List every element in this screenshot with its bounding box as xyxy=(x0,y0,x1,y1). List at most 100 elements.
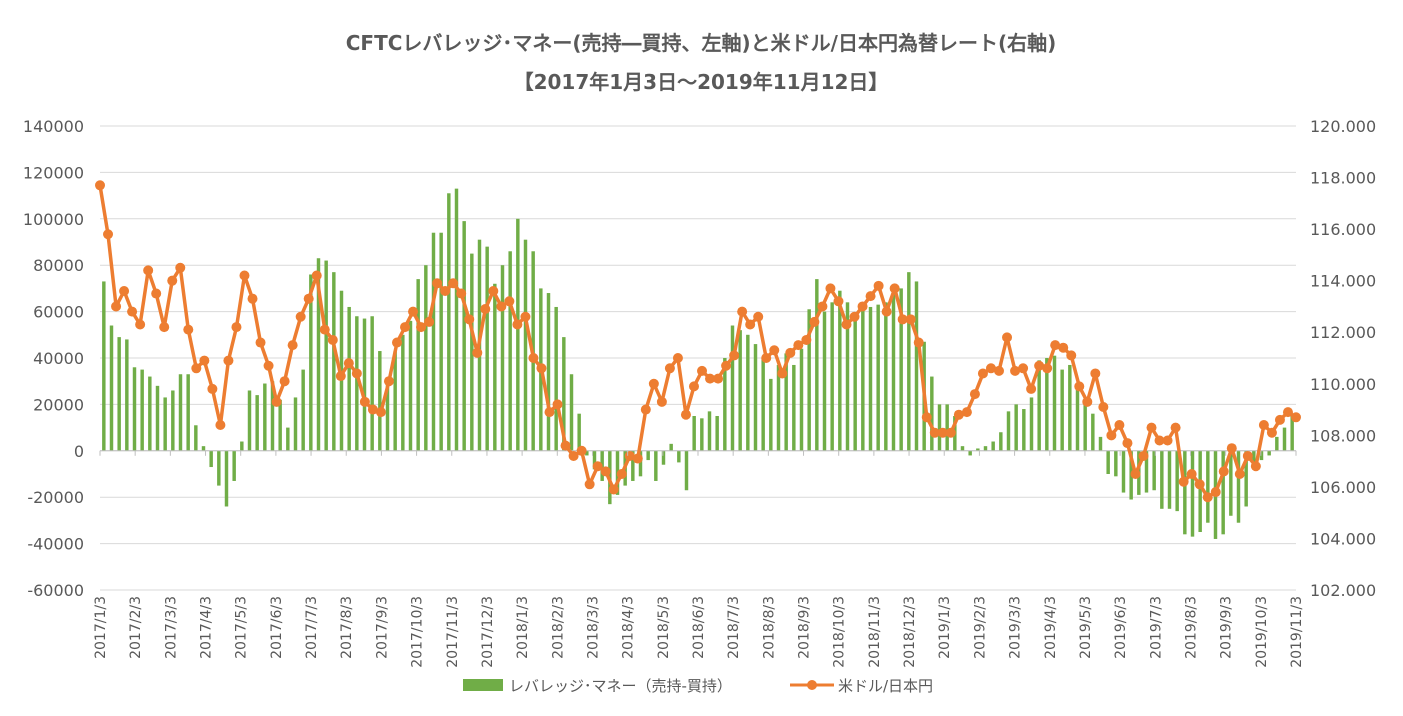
line-marker xyxy=(648,378,659,389)
bar xyxy=(1282,427,1287,451)
line-marker xyxy=(761,353,772,363)
line-marker xyxy=(359,396,370,407)
bar xyxy=(1252,450,1256,470)
line-marker xyxy=(568,450,579,461)
line-marker xyxy=(664,363,675,374)
x-tick-label: 2019/7/3 xyxy=(1148,596,1164,659)
line-marker xyxy=(1282,407,1293,418)
line-marker xyxy=(1122,438,1133,449)
left-tick-label: 120000 xyxy=(23,163,84,182)
bar xyxy=(945,404,949,451)
bar xyxy=(999,432,1003,451)
line-marker xyxy=(1186,469,1197,479)
bar xyxy=(799,348,804,451)
bar xyxy=(1068,364,1072,451)
x-tick-label: 2019/8/3 xyxy=(1183,596,1199,659)
bar xyxy=(631,450,635,481)
left-tick-label: 0 xyxy=(74,442,84,461)
line-marker xyxy=(801,334,812,345)
bar xyxy=(178,374,183,451)
bar xyxy=(937,404,942,451)
bar xyxy=(562,337,566,451)
bar xyxy=(830,302,834,451)
right-tick-label: 102.000 xyxy=(1310,581,1376,600)
bar xyxy=(301,369,305,451)
bar xyxy=(876,304,880,451)
line-marker xyxy=(207,383,218,394)
line-marker xyxy=(994,365,1005,376)
line-marker xyxy=(1210,487,1221,498)
bar xyxy=(784,353,788,451)
bar xyxy=(255,395,259,451)
line-marker xyxy=(135,319,146,330)
bar xyxy=(661,450,666,465)
line-marker xyxy=(191,363,202,374)
line-marker xyxy=(1058,342,1069,353)
left-tick-label: -40000 xyxy=(27,535,84,554)
bar xyxy=(753,344,758,451)
line-marker xyxy=(977,368,988,379)
line-marker xyxy=(1106,430,1117,441)
line-marker xyxy=(319,324,330,335)
line-marker xyxy=(1291,412,1301,423)
line-marker xyxy=(857,301,868,312)
bar xyxy=(1075,385,1080,451)
bar xyxy=(1236,450,1241,523)
x-tick-label: 2018/1/3 xyxy=(515,596,531,659)
bar xyxy=(132,367,137,451)
line-series-usdjpy xyxy=(95,180,1301,503)
bar xyxy=(677,450,681,463)
bar xyxy=(194,425,198,451)
legend-bar-label: レバレッジ･マネー（売持-買持） xyxy=(509,677,732,695)
bar xyxy=(1014,404,1018,451)
line-marker xyxy=(576,445,587,456)
bar xyxy=(1083,404,1087,451)
bar xyxy=(769,378,773,451)
bar xyxy=(577,413,581,451)
x-tick-label: 2018/9/3 xyxy=(797,596,813,659)
x-tick-label: 2019/4/3 xyxy=(1043,596,1059,659)
bar xyxy=(554,306,558,451)
x-tick-label: 2017/12/3 xyxy=(480,596,496,668)
bar xyxy=(385,381,390,451)
bar xyxy=(1198,450,1202,532)
line-marker xyxy=(833,296,844,307)
bar xyxy=(692,416,696,451)
line-marker xyxy=(873,280,884,291)
line-marker xyxy=(672,353,683,363)
x-tick-label: 2019/10/3 xyxy=(1254,596,1270,668)
line-marker xyxy=(1202,492,1213,503)
bar xyxy=(1290,416,1294,451)
bar xyxy=(339,290,344,451)
line-marker xyxy=(383,376,394,387)
bar xyxy=(646,450,650,461)
x-tick-label: 2017/4/3 xyxy=(199,596,215,659)
line-marker xyxy=(697,365,708,376)
right-tick-label: 104.000 xyxy=(1310,529,1376,548)
bar xyxy=(1022,409,1026,451)
right-axis-ticks: 120.000 118.000 116.000 114.000 112.000 110.0… xyxy=(1310,117,1376,600)
line-marker xyxy=(231,322,242,333)
line-marker xyxy=(688,381,699,392)
bar xyxy=(1006,411,1011,451)
line-marker xyxy=(1002,332,1013,343)
bar xyxy=(669,443,673,451)
line-marker xyxy=(391,337,402,348)
bar xyxy=(1190,450,1195,537)
line-marker xyxy=(600,466,611,477)
bar xyxy=(1175,450,1179,512)
bar xyxy=(1275,436,1279,451)
line-marker xyxy=(929,427,940,438)
bar xyxy=(148,376,152,451)
line-marker xyxy=(584,479,595,490)
line-marker xyxy=(375,407,386,418)
line-marker xyxy=(151,288,162,299)
left-tick-label: 140000 xyxy=(23,117,84,136)
line-marker xyxy=(255,337,266,348)
bar xyxy=(485,246,489,451)
line-marker xyxy=(424,316,435,327)
bar xyxy=(1167,450,1172,509)
right-tick-label: 120.000 xyxy=(1310,117,1376,136)
bar xyxy=(891,293,896,451)
